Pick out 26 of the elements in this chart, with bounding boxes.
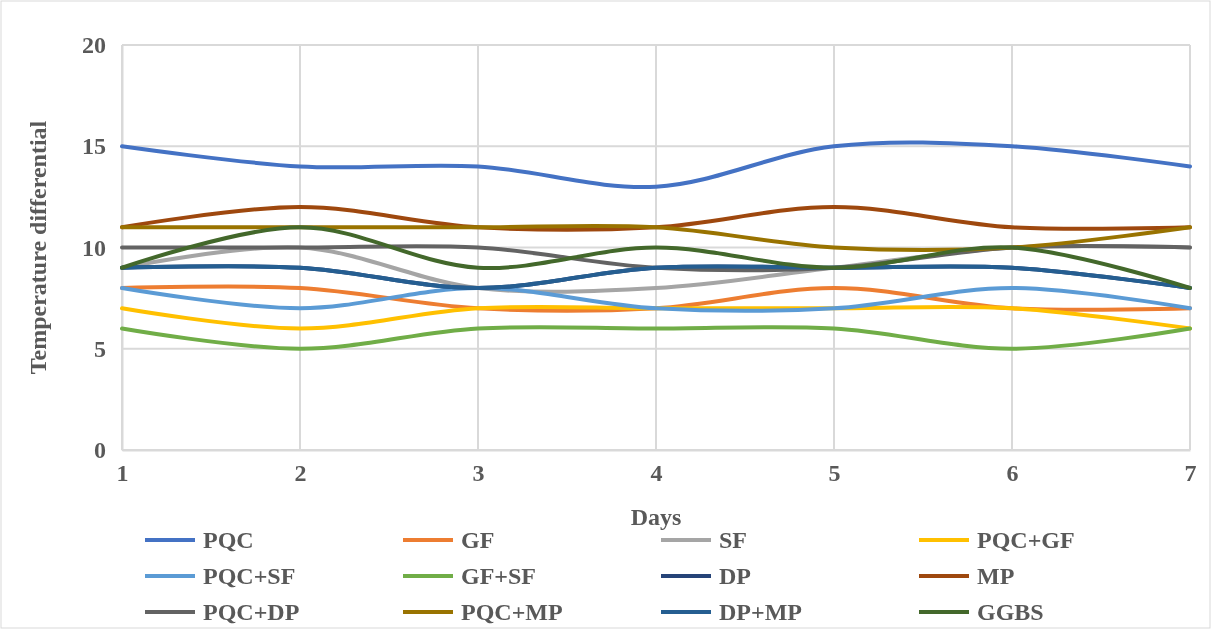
legend-label: GF — [461, 527, 495, 553]
y-tick-label: 20 — [82, 32, 106, 59]
x-axis-title: Days — [630, 504, 682, 530]
x-tick-label: 6 — [1006, 460, 1019, 487]
legend-label: GGBS — [977, 599, 1044, 625]
y-tick-label: 5 — [94, 335, 106, 362]
x-tick-label: 2 — [294, 460, 307, 487]
legend-label: DP+MP — [719, 599, 802, 625]
x-tick-label: 7 — [1184, 460, 1197, 487]
legend-label: PQC+MP — [461, 599, 563, 625]
x-tick-label: 3 — [472, 460, 485, 487]
y-axis-title: Temperature differential — [25, 120, 51, 375]
x-tick-label: 5 — [828, 460, 841, 487]
legend-label: PQC+SF — [203, 563, 296, 589]
legend-label: PQC — [203, 527, 254, 553]
y-tick-label: 0 — [94, 437, 106, 464]
y-tick-label: 15 — [82, 133, 106, 160]
legend-label: GF+SF — [461, 563, 537, 589]
legend-label: MP — [977, 563, 1015, 589]
legend-label: SF — [719, 527, 748, 553]
legend-label: PQC+GF — [977, 527, 1075, 553]
y-tick-label: 10 — [82, 234, 106, 261]
x-tick-label: 1 — [116, 460, 129, 487]
legend-label: PQC+DP — [203, 599, 300, 625]
legend-label: DP — [719, 563, 751, 589]
x-tick-label: 4 — [650, 460, 663, 487]
